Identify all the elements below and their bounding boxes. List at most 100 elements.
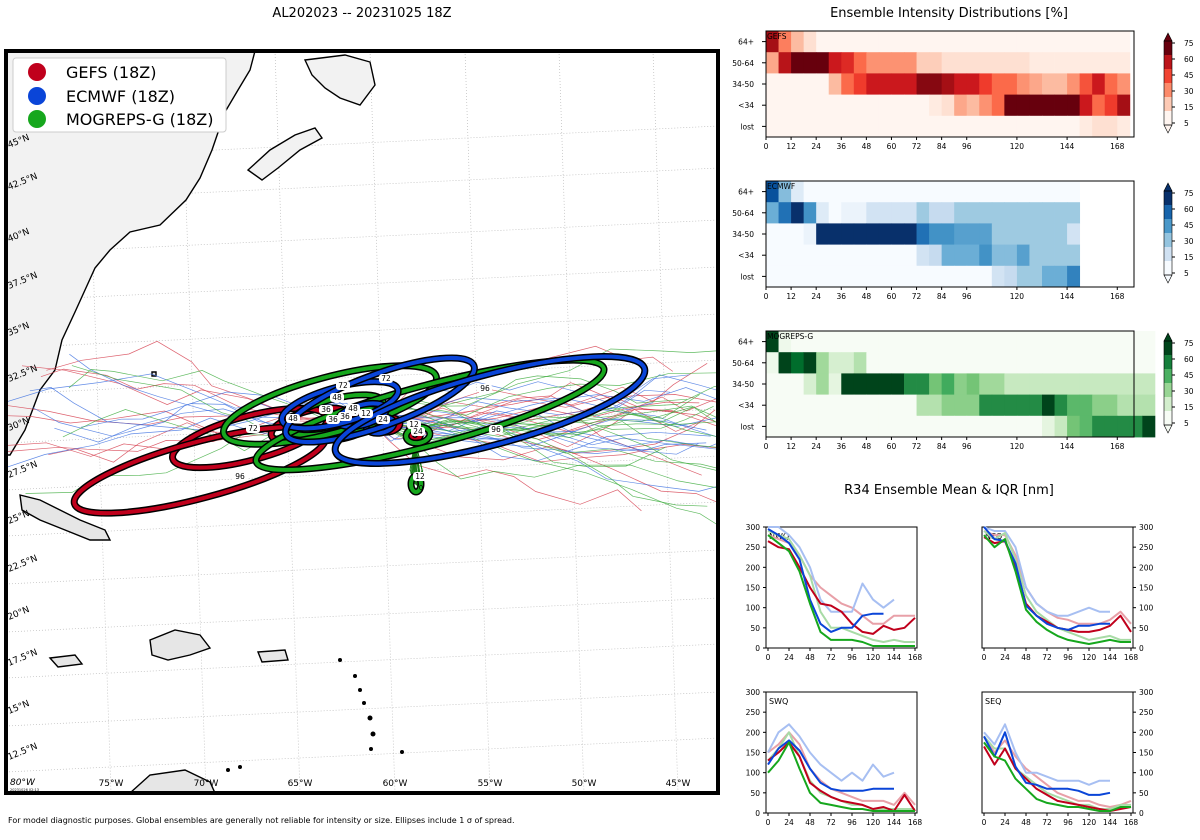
heatmap-cell: [1129, 373, 1143, 395]
heatmap-cell: [866, 223, 880, 245]
r34-panel-label: SWQ: [769, 697, 788, 706]
heatmap-cell: [1117, 352, 1131, 374]
heatmap-cell: [1117, 331, 1131, 353]
heatmap-cell: [1067, 244, 1081, 267]
heatmap-cell: [1042, 373, 1055, 395]
r34-mean-line-mogreps: [983, 741, 1131, 812]
heatmap-cell: [904, 265, 917, 288]
heatmap-cell: [878, 265, 892, 288]
legend-entry-gefs: GEFS (18Z): [28, 63, 156, 82]
heatmap-cell: [778, 31, 792, 53]
colorbar-tick: 45: [1184, 71, 1194, 80]
heatmap-y-tick: 64+: [738, 338, 754, 347]
heatmap-cell: [1016, 73, 1030, 95]
heatmap-cell: [1067, 331, 1081, 353]
ellipse-label-ecmwf: 72: [381, 374, 391, 383]
heatmap-cell: [766, 244, 779, 267]
heatmap-cell: [904, 181, 917, 203]
heatmap-cell: [1004, 394, 1018, 417]
land-jamaica: [48, 654, 84, 668]
heatmap-cell: [1054, 352, 1068, 374]
heatmap-cell: [1129, 331, 1143, 353]
heatmap-cell: [841, 181, 855, 203]
heatmap-cell: [1016, 331, 1030, 353]
heatmap-cell: [941, 202, 955, 224]
heatmap-cell: [878, 94, 892, 117]
heatmap-cell: [979, 202, 993, 224]
heatmap-cell: [878, 202, 892, 224]
ellipse-label-bg: [413, 472, 427, 481]
heatmap-cell: [954, 202, 968, 224]
heatmap-cell: [866, 394, 880, 417]
heatmap-cell: [916, 394, 930, 417]
heatmap-cell: [1067, 394, 1081, 417]
heatmap-cell: [929, 373, 943, 395]
heatmap-cell: [816, 52, 830, 74]
heatmap-cell: [904, 31, 917, 53]
heatmap-cell: [1104, 352, 1118, 374]
heatmap-cell: [1029, 373, 1043, 395]
heatmap-cell: [778, 265, 792, 288]
heatmap-cell: [954, 73, 968, 95]
heatmap-cell: [778, 223, 792, 245]
lat-gridline: [6, 266, 718, 302]
heatmap-cell: [991, 394, 1005, 417]
heatmap-x-tick: 168: [1110, 442, 1125, 451]
heatmap-blues: ECMWF 64+ 50-64 34-50 <34 lost 0 12 24 36 48 60 72 84…: [732, 180, 1194, 301]
heatmap-cell: [1092, 394, 1106, 417]
heatmap-cell: [866, 94, 880, 117]
heatmap-cell: [916, 331, 930, 353]
track-line: [40, 368, 371, 423]
lat-gridline: [6, 643, 718, 679]
heatmap-cell: [1142, 331, 1156, 353]
r34-y-tick: 300: [746, 523, 761, 532]
heatmap-cell: [766, 415, 779, 438]
r34-y-tick: 0: [755, 644, 760, 653]
lon-label: 65°W: [288, 779, 313, 789]
lon-gridline: [652, 51, 679, 793]
heatmap-cell: [1079, 73, 1093, 95]
heatmap-cell: [1117, 415, 1131, 438]
heatmap-cell: [891, 373, 905, 395]
heatmap-cell: [803, 394, 817, 417]
heatmap-cell: [904, 223, 917, 245]
heatmap-cell: [1004, 244, 1018, 267]
heatmap-cell: [979, 331, 993, 353]
heatmap-cell: [979, 181, 993, 203]
heatmap-cell: [1016, 265, 1030, 288]
heatmap-cell: [1042, 94, 1055, 117]
heatmap-cell: [954, 352, 968, 374]
heatmap-cell: [966, 94, 980, 117]
r34-y-tick: 250: [1139, 708, 1154, 717]
heatmap-cell: [941, 94, 955, 117]
heatmap-cell: [1054, 394, 1068, 417]
heatmap-cell: [891, 94, 905, 117]
r34-y-tick: 150: [746, 749, 761, 758]
map-legend: GEFS (18Z) ECMWF (18Z) MOGREPS-G (18Z): [12, 57, 227, 133]
heatmap-cell: [1004, 265, 1018, 288]
ellipse-label-bg: [478, 384, 492, 393]
track-line: [369, 421, 708, 507]
heatmap-x-tick: 120: [1010, 292, 1025, 301]
heatmap-cell: [1092, 352, 1106, 374]
heatmap-cell: [1104, 115, 1118, 138]
heatmap-cell: [841, 394, 855, 417]
heatmap-cell: [1079, 94, 1093, 117]
heatmap-cell: [853, 415, 867, 438]
lon-gridline: [369, 51, 396, 793]
heatmap-x-tick: 0: [764, 442, 769, 451]
heatmap-y-tick: lost: [740, 422, 754, 431]
ellipse-label-bg: [286, 414, 300, 423]
legend-label-mogreps: MOGREPS-G (18Z): [66, 110, 213, 129]
heatmap-cell: [1016, 181, 1030, 203]
lesser-antilles: [226, 658, 404, 772]
heatmap-cell: [991, 31, 1005, 53]
r34-mean-line-gefs: [767, 540, 916, 635]
r34-x-tick: 120: [1082, 653, 1097, 662]
heatmap-x-tick: 144: [1060, 292, 1075, 301]
track-line: [369, 421, 718, 472]
heatmap-cell: [1067, 202, 1081, 224]
heatmap-cell: [878, 415, 892, 438]
heatmap-cell: [1042, 115, 1055, 138]
heatmap-cell: [991, 244, 1005, 267]
